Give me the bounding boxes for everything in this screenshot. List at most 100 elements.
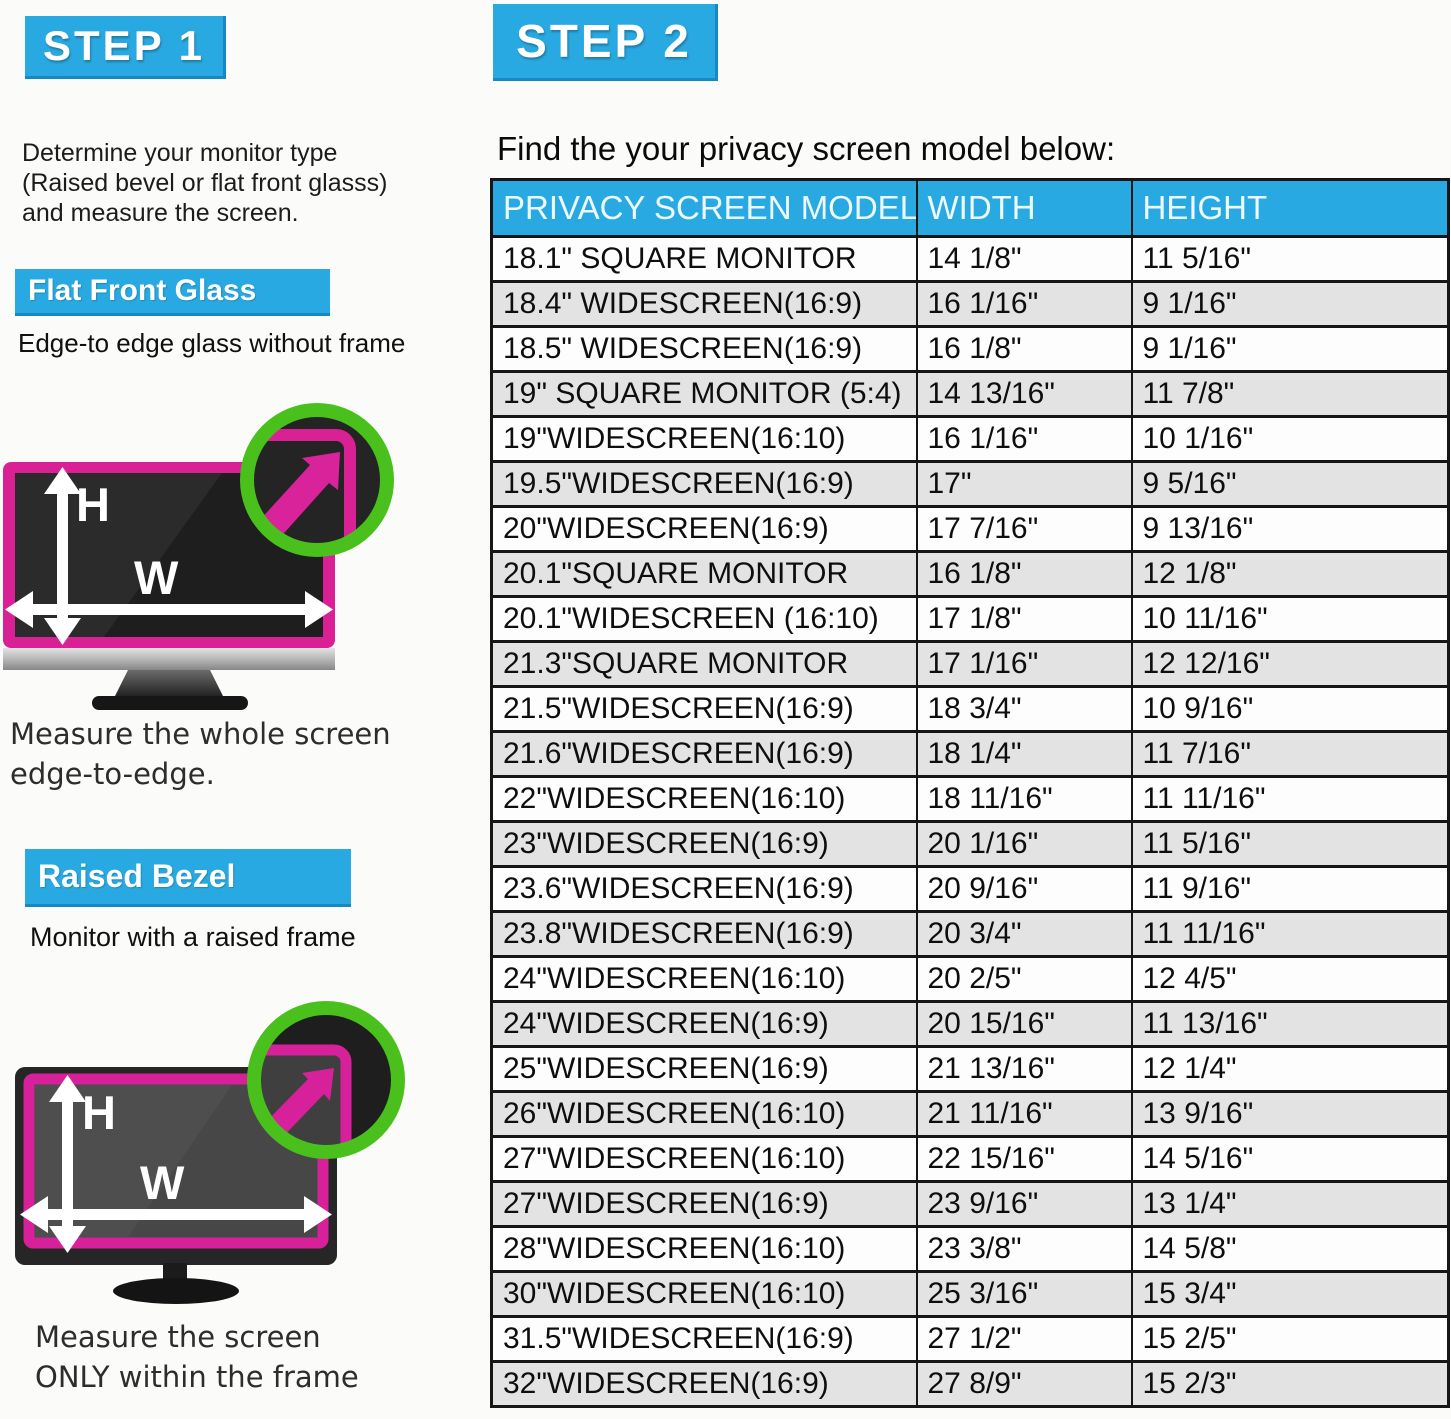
- cell-width: 18 11/16": [915, 775, 1133, 823]
- cell-height: 11 5/16": [1130, 820, 1450, 868]
- cell-model: 24"WIDESCREEN(16:9): [490, 1000, 918, 1048]
- privacy-screen-size-table: PRIVACY SCREEN MODEL WIDTH HEIGHT 18.1" …: [490, 178, 1450, 1408]
- cell-width: 27 8/9": [915, 1360, 1133, 1408]
- table-row: 20.1"WIDESCREEN (16:10) 17 1/8" 10 11/16": [490, 595, 1450, 643]
- cell-model: 26"WIDESCREEN(16:10): [490, 1090, 918, 1138]
- table-row: 21.3"SQUARE MONITOR 17 1/16" 12 12/16": [490, 640, 1450, 688]
- cell-model: 27"WIDESCREEN(16:9): [490, 1180, 918, 1228]
- cell-width: 20 9/16": [915, 865, 1133, 913]
- step2-badge: STEP 2: [493, 4, 718, 81]
- cell-height: 11 7/8": [1130, 370, 1450, 418]
- table-row: 22"WIDESCREEN(16:10) 18 11/16" 11 11/16": [490, 775, 1450, 823]
- table-row: 23.8"WIDESCREEN(16:9) 20 3/4" 11 11/16": [490, 910, 1450, 958]
- cell-width: 17": [915, 460, 1133, 508]
- cell-model: 20"WIDESCREEN(16:9): [490, 505, 918, 553]
- cell-width: 20 2/5": [915, 955, 1133, 1003]
- height-arrow: [44, 467, 81, 645]
- raised-monitor-screen-sheen: [35, 1085, 232, 1237]
- cell-width: 20 3/4": [915, 910, 1133, 958]
- cell-height: 11 5/16": [1130, 235, 1450, 283]
- cell-height: 12 4/5": [1130, 955, 1450, 1003]
- cell-height: 11 11/16": [1130, 775, 1450, 823]
- magnifier-bezel-corner: [254, 1008, 398, 1152]
- cell-model: 18.1" SQUARE MONITOR: [490, 235, 918, 283]
- cell-model: 23.8"WIDESCREEN(16:9): [490, 910, 918, 958]
- cell-model: 27"WIDESCREEN(16:10): [490, 1135, 918, 1183]
- cell-width: 16 1/8": [915, 550, 1133, 598]
- flat-monitor-stand-base: [92, 696, 248, 710]
- magnifier-ring: [240, 403, 394, 557]
- cell-width: 22 15/16": [915, 1135, 1133, 1183]
- cell-model: 23.6"WIDESCREEN(16:9): [490, 865, 918, 913]
- caption-line: Measure the screen: [35, 1320, 321, 1354]
- column-header-height: HEIGHT: [1130, 178, 1450, 238]
- cell-model: 21.5"WIDESCREEN(16:9): [490, 685, 918, 733]
- caption-line: Measure the whole screen: [10, 717, 391, 751]
- table-body: 18.1" SQUARE MONITOR 14 1/8" 11 5/16" 18.4"…: [490, 235, 1450, 1408]
- cell-width: 14 1/8": [915, 235, 1133, 283]
- table-row: 23"WIDESCREEN(16:9) 20 1/16" 11 5/16": [490, 820, 1450, 868]
- cell-height: 11 13/16": [1130, 1000, 1450, 1048]
- raised-bezel-description: Monitor with a raised frame: [30, 922, 356, 952]
- cell-model: 19.5"WIDESCREEN(16:9): [490, 460, 918, 508]
- cell-height: 12 12/16": [1130, 640, 1450, 688]
- flat-monitor-chin: [3, 648, 335, 670]
- cell-model: 19"WIDESCREEN(16:10): [490, 415, 918, 463]
- cell-model: 21.3"SQUARE MONITOR: [490, 640, 918, 688]
- cell-model: 20.1"SQUARE MONITOR: [490, 550, 918, 598]
- table-row: 18.1" SQUARE MONITOR 14 1/8" 11 5/16": [490, 235, 1450, 283]
- table-row: 32"WIDESCREEN(16:9) 27 8/9" 15 2/3": [490, 1360, 1450, 1408]
- cell-height: 10 1/16": [1130, 415, 1450, 463]
- cell-model: 25"WIDESCREEN(16:9): [490, 1045, 918, 1093]
- flat-monitor-stand-neck: [114, 670, 224, 698]
- cell-width: 25 3/16": [915, 1270, 1133, 1318]
- cell-model: 18.4" WIDESCREEN(16:9): [490, 280, 918, 328]
- width-label: W: [134, 551, 179, 604]
- height-label: H: [76, 478, 110, 531]
- width-arrow: [5, 591, 333, 628]
- table-row: 19.5"WIDESCREEN(16:9) 17" 9 5/16": [490, 460, 1450, 508]
- cell-width: 21 11/16": [915, 1090, 1133, 1138]
- table-row: 19" SQUARE MONITOR (5:4) 14 13/16" 11 7/8": [490, 370, 1450, 418]
- table-row: 27"WIDESCREEN(16:9) 23 9/16" 13 1/4": [490, 1180, 1450, 1228]
- cell-width: 16 1/16": [915, 280, 1133, 328]
- table-row: 18.5" WIDESCREEN(16:9) 16 1/8" 9 1/16": [490, 325, 1450, 373]
- cell-model: 20.1"WIDESCREEN (16:10): [490, 595, 918, 643]
- cell-height: 14 5/16": [1130, 1135, 1450, 1183]
- table-row: 28"WIDESCREEN(16:10) 23 3/8" 14 5/8": [490, 1225, 1450, 1273]
- column-header-width: WIDTH: [915, 178, 1133, 238]
- cell-width: 23 9/16": [915, 1180, 1133, 1228]
- table-row: 31.5"WIDESCREEN(16:9) 27 1/2" 15 2/5": [490, 1315, 1450, 1363]
- cell-height: 13 1/4": [1130, 1180, 1450, 1228]
- cell-width: 16 1/8": [915, 325, 1133, 373]
- table-row: 20"WIDESCREEN(16:9) 17 7/16" 9 13/16": [490, 505, 1450, 553]
- cell-height: 14 5/8": [1130, 1225, 1450, 1273]
- table-row: 24"WIDESCREEN(16:10) 20 2/5" 12 4/5": [490, 955, 1450, 1003]
- raised-monitor-caption: Measure the screen ONLY within the frame: [35, 1317, 359, 1397]
- cell-height: 9 1/16": [1130, 280, 1450, 328]
- cell-height: 11 11/16": [1130, 910, 1450, 958]
- height-arrow: [49, 1075, 86, 1253]
- cell-model: 19" SQUARE MONITOR (5:4): [490, 370, 918, 418]
- table-row: 24"WIDESCREEN(16:9) 20 15/16" 11 13/16": [490, 1000, 1450, 1048]
- cell-width: 23 3/8": [915, 1225, 1133, 1273]
- raised-monitor-illustration: H W: [15, 1001, 405, 1304]
- caption-line: edge-to-edge.: [10, 757, 215, 791]
- cell-model: 28"WIDESCREEN(16:10): [490, 1225, 918, 1273]
- cell-height: 13 9/16": [1130, 1090, 1450, 1138]
- cell-height: 15 2/3": [1130, 1360, 1450, 1408]
- table-row: 23.6"WIDESCREEN(16:9) 20 9/16" 11 9/16": [490, 865, 1450, 913]
- cell-width: 18 1/4": [915, 730, 1133, 778]
- cell-width: 20 15/16": [915, 1000, 1133, 1048]
- cell-model: 23"WIDESCREEN(16:9): [490, 820, 918, 868]
- cell-width: 14 13/16": [915, 370, 1133, 418]
- cell-width: 17 7/16": [915, 505, 1133, 553]
- table-row: 20.1"SQUARE MONITOR 16 1/8" 12 1/8": [490, 550, 1450, 598]
- cell-width: 20 1/16": [915, 820, 1133, 868]
- cell-height: 10 11/16": [1130, 595, 1450, 643]
- cell-model: 22"WIDESCREEN(16:10): [490, 775, 918, 823]
- width-label: W: [140, 1156, 185, 1209]
- cell-model: 32"WIDESCREEN(16:9): [490, 1360, 918, 1408]
- column-header-model: PRIVACY SCREEN MODEL: [490, 178, 918, 238]
- cell-height: 12 1/8": [1130, 550, 1450, 598]
